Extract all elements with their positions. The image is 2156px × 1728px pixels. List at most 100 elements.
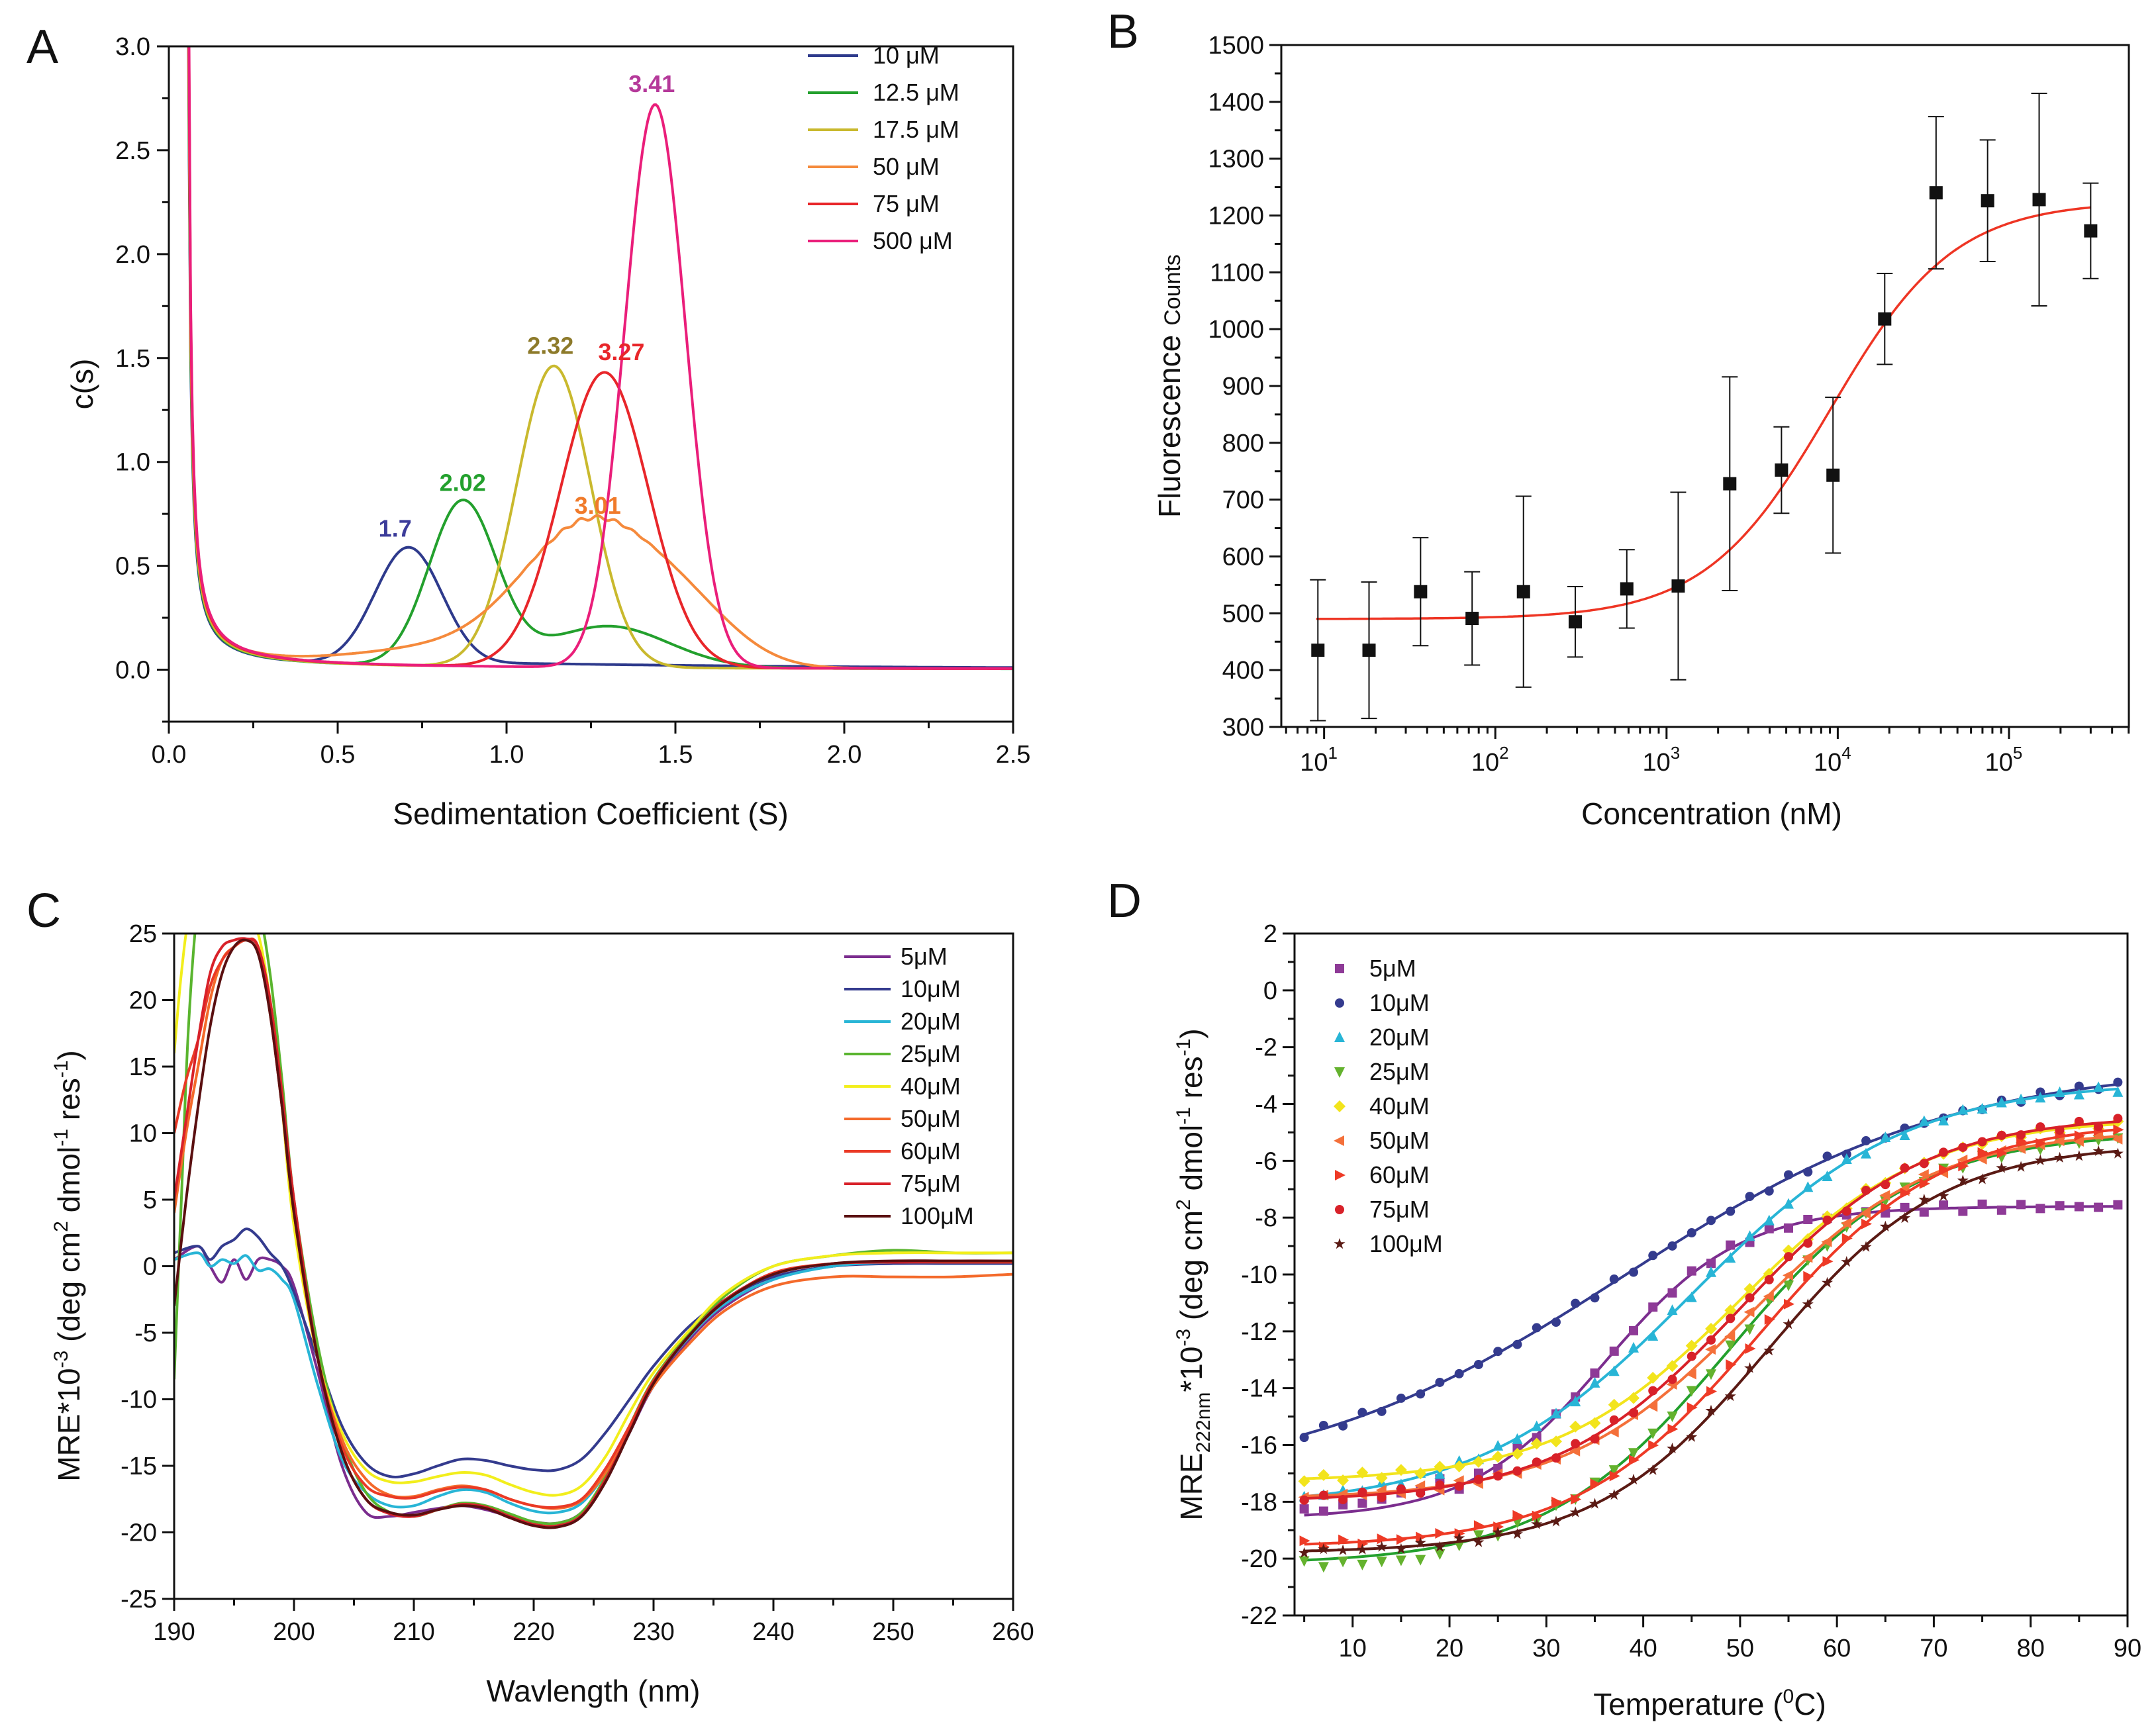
marker-circle [1628,1267,1638,1277]
panel-letter-b: B [1107,5,1139,58]
marker-circle [1726,1206,1736,1216]
marker-triangle-left [1840,1218,1851,1229]
marker-square [1609,1346,1619,1356]
marker-triangle-up [1977,1102,1988,1114]
y-tick-label--20: -20 [1241,1545,1277,1573]
marker-triangle-right [1745,1343,1756,1354]
marker-diamond [1334,1100,1346,1112]
tick-exponent: 2 [1499,743,1508,763]
cd-spectrum-60μM [174,937,1013,1509]
marker-circle [1764,1186,1774,1196]
marker-triangle-right [1396,1534,1407,1545]
cd-spectrum-5μM [174,1245,1013,1525]
marker-star [1647,1464,1659,1475]
marker-diamond [1298,1475,1310,1488]
marker-diamond [1743,1282,1756,1295]
panel-a-ticks: 0.0 0.5 1.0 1.5 2.0 2.5 0.0 0.5 1.0 1.5 2.0 2.5 3.0 [115,33,1030,769]
marker-triangle-up [1957,1104,1969,1115]
marker-circle [1571,1298,1581,1308]
marker-square [1775,463,1788,477]
panel-c-plot [174,934,1013,1529]
marker-circle [1377,1406,1387,1416]
data-point-12 [1928,116,1944,270]
marker-square [1568,615,1582,629]
marker-circle [1706,1335,1716,1345]
marker-triangle-right [1648,1440,1659,1451]
marker-square [1929,186,1943,200]
marker-diamond [1608,1398,1620,1411]
marker-circle [1532,1323,1542,1333]
marker-square [1516,585,1530,599]
marker-triangle-right [1357,1538,1369,1549]
marker-circle [2113,1114,2123,1124]
marker-triangle-up [1841,1153,1852,1164]
marker-square [1900,1202,1910,1212]
y-tick-label-20: 20 [129,987,157,1015]
data-point-6 [1618,549,1635,629]
c-ylabel-f: -1 [50,1129,72,1147]
marker-star [1705,1404,1717,1416]
legend-label-1: 10μM [1369,989,1430,1016]
marker-circle [1338,1421,1348,1431]
marker-diamond [1492,1451,1504,1463]
marker-triangle-right [1512,1510,1524,1521]
marker-circle [1919,1159,1929,1169]
panel-b-frame [1280,44,2130,728]
tick-base: 10 [1814,749,1841,777]
marker-triangle-down [1647,1428,1659,1439]
panel-c-ticks: 190 200 210 220 230 240 250 260 -25 -20 -15 -10 -5 0 5… [121,920,1034,1646]
marker-square [1723,477,1737,491]
y-tick-label-700: 700 [1222,487,1264,514]
marker-star [1628,1473,1640,1485]
marker-triangle-right [1629,1455,1640,1466]
marker-triangle-right [2113,1124,2124,1135]
marker-circle [2035,1122,2045,1132]
d-ylabel-c: *10 [1174,1347,1208,1392]
y-tick-label--15: -15 [121,1453,157,1480]
d-ylabel-k: ) [1174,1028,1208,1038]
tick-exponent: 5 [2013,743,2022,763]
marker-circle [1881,1180,1890,1190]
marker-triangle-up [1434,1468,1446,1479]
data-point-11 [1877,273,1893,365]
marker-square [2094,1202,2104,1212]
y-tick-label--12: -12 [1241,1318,1277,1346]
marker-circle [1687,1228,1696,1238]
marker-diamond [1434,1461,1446,1473]
marker-triangle-up [1938,1114,1949,1126]
marker-circle [1512,1339,1522,1349]
marker-star [1298,1547,1310,1558]
y-tick-label-1100: 1100 [1210,259,1264,287]
marker-triangle-left [1802,1252,1813,1263]
marker-circle [2094,1122,2104,1131]
marker-diamond [1647,1372,1659,1384]
data-point-15 [2082,182,2099,279]
marker-triangle-up [1744,1230,1755,1241]
marker-triangle-up [2093,1081,2104,1092]
c-ylabel-e: dmol [52,1147,86,1221]
marker-triangle-down [1318,1562,1329,1573]
data-point-7 [1670,491,1687,681]
y-tick-label-600: 600 [1222,544,1264,571]
marker-diamond [1453,1460,1465,1472]
panel-d-legend: 5μM 10μM 20μM 25μM 40μM 50μM 60μM 75μM 100μM [1334,955,1443,1257]
marker-circle [1745,1192,1755,1202]
y-tick-label--4: -4 [1255,1091,1277,1119]
y-tick-label--6: -6 [1255,1147,1277,1175]
marker-triangle-left [1569,1445,1581,1457]
marker-triangle-left [1705,1344,1716,1355]
marker-triangle-left [1976,1153,1987,1165]
marker-triangle-up [1996,1096,2007,1108]
marker-triangle-right [1532,1510,1543,1521]
marker-star [1783,1318,1794,1329]
d-xlabel-a: Temperature ( [1593,1687,1783,1721]
marker-star [1763,1345,1775,1356]
legend-label-7: 75μM [901,1170,961,1197]
panel-a-legend: 10 μM 12.5 μM 17.5 μM 50 μM 75 μM 500 μM [808,42,959,254]
data-point-13 [1979,139,1996,263]
melt-series-60μM [1299,1124,2124,1553]
marker-star [1492,1526,1504,1537]
marker-triangle-right [1687,1402,1698,1413]
legend-label-0: 5μM [1369,955,1416,982]
marker-star [1957,1175,1969,1186]
